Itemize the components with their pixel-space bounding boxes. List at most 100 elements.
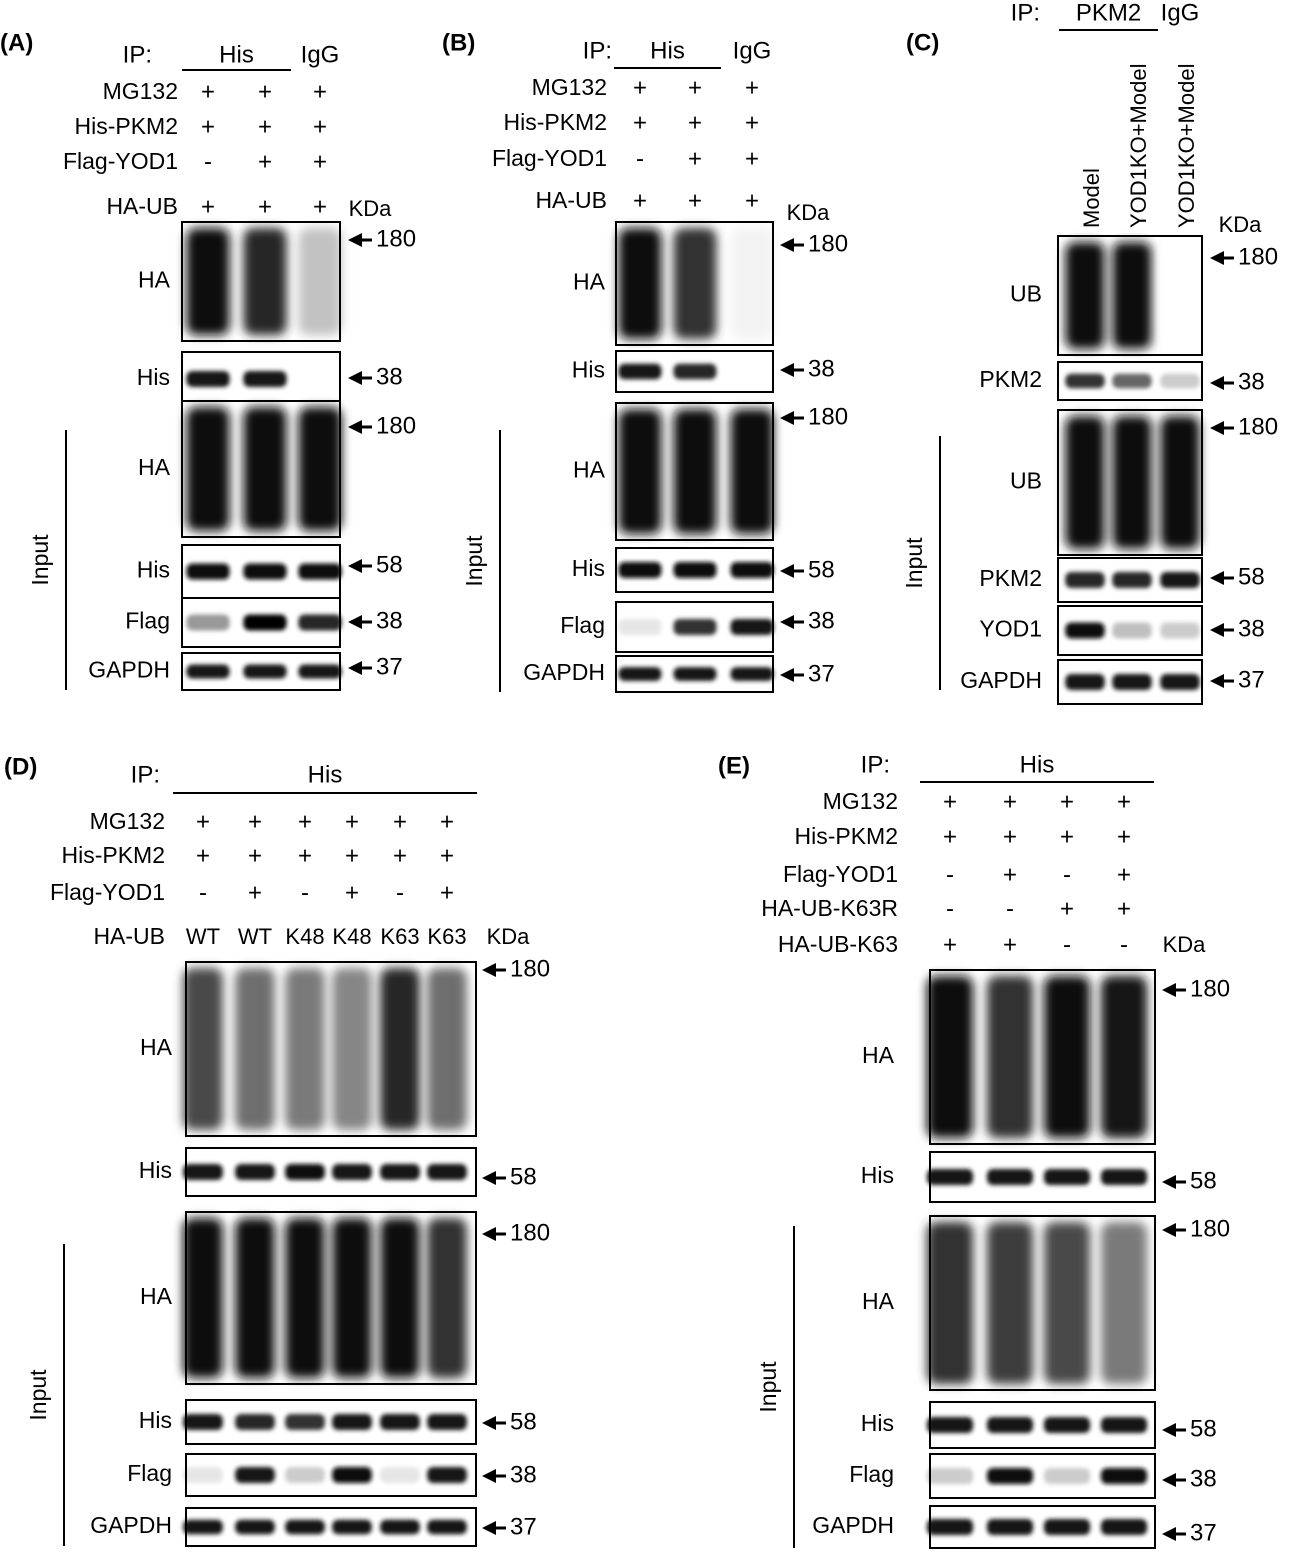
treatment-value: +: [1117, 861, 1131, 888]
treatment-value: +: [1003, 788, 1017, 815]
kda-marker: 38: [1190, 1465, 1217, 1492]
antibody-label: Flag: [849, 1461, 894, 1487]
arrowhead-icon: [1210, 376, 1224, 390]
treatment-label: HA-UB-K63: [778, 931, 898, 957]
arrowhead-icon: [1210, 623, 1224, 637]
blot-ha: HA 180: [140, 955, 550, 1137]
arrowhead-icon: [482, 1416, 496, 1430]
treatment-value: K63: [427, 924, 466, 949]
treatment-value: +: [943, 931, 957, 958]
lane-smear: [235, 968, 275, 1130]
lane-smear: [618, 409, 662, 534]
lane-band: [186, 664, 230, 679]
kda-header: KDa: [787, 200, 831, 225]
blot-his: His 38: [137, 351, 403, 407]
kda-marker: 180: [808, 403, 848, 430]
lane-band: [730, 363, 774, 380]
arrowhead-icon: [1210, 251, 1224, 265]
antibody-label: His: [572, 357, 605, 383]
lane-smear: [183, 1218, 223, 1378]
treatment-value: +: [745, 74, 759, 101]
kda-marker: 37: [1238, 666, 1265, 693]
lane-band: [618, 619, 662, 635]
treatment-label: His-PKM2: [61, 842, 165, 868]
blot-border: [1057, 361, 1203, 401]
lane-smear: [298, 228, 342, 335]
blot-border: [929, 1215, 1156, 1391]
lane-smear: [183, 968, 223, 1130]
blot-gapdh: GAPDH 37: [523, 655, 835, 693]
lane-band: [986, 1468, 1034, 1484]
lane-band: [332, 1467, 372, 1483]
treatment-value: +: [440, 842, 454, 869]
panel-d: (D) IP: His MG132 + + + + + + His-PKM2 + + + + + + Flag-Y…: [4, 753, 550, 1547]
lane-band: [618, 363, 662, 380]
blot-ha: HA 180: [138, 221, 416, 342]
treatment-label: His-PKM2: [794, 823, 898, 849]
blot-ha: HA 180: [573, 221, 848, 346]
blot-border: [185, 1211, 477, 1385]
arrowhead-icon: [780, 615, 794, 629]
kda-marker: 180: [1238, 243, 1278, 270]
lane-band: [926, 1169, 974, 1185]
lane-band: [1043, 1169, 1091, 1185]
arrowhead-icon: [1162, 1527, 1176, 1541]
lane-band: [183, 1414, 223, 1430]
kda-header: KDa: [1219, 212, 1263, 237]
lane-band: [1065, 622, 1105, 639]
antibody-label: Flag: [127, 1460, 172, 1486]
blot-border: [1057, 605, 1203, 656]
arrowhead-icon: [1162, 983, 1176, 997]
treatment-value: +: [1060, 895, 1074, 922]
arrowhead-icon: [482, 1171, 496, 1185]
antibody-label: Flag: [125, 608, 170, 634]
lane-smear: [332, 968, 372, 1130]
blot-border: [929, 1505, 1156, 1549]
lane-smear: [730, 228, 774, 339]
lane-smear: [1065, 242, 1105, 349]
treatment-value: +: [345, 808, 359, 835]
lane-band: [427, 1519, 467, 1535]
blot-border: [1057, 659, 1203, 705]
kda-marker: 180: [376, 225, 416, 252]
lane-band: [1160, 572, 1200, 588]
ip-group-label: IgG: [733, 37, 772, 64]
treatment-label: MG132: [103, 78, 178, 104]
arrowhead-icon: [482, 1227, 496, 1241]
treatment-value: +: [1060, 788, 1074, 815]
blot-flag: Flag 38: [127, 1453, 537, 1497]
treatment-value: -: [301, 879, 309, 906]
kda-marker: 58: [1190, 1167, 1217, 1194]
lane-smear: [1065, 416, 1105, 549]
antibody-label: His: [139, 1407, 172, 1433]
kda-marker: 38: [808, 607, 835, 634]
treatment-value: +: [201, 113, 215, 140]
lane-band: [1160, 674, 1200, 690]
blot-his: His 58: [861, 1401, 1217, 1449]
arrowhead-icon: [348, 615, 362, 629]
lane-band: [298, 371, 342, 387]
lane-smear: [427, 968, 467, 1130]
treatment-value: +: [440, 879, 454, 906]
blot-border: [185, 1507, 477, 1547]
blot-border: [185, 1399, 477, 1445]
antibody-label: HA: [138, 454, 171, 480]
lane-band: [183, 1519, 223, 1535]
antibody-label: His: [139, 1157, 172, 1183]
input-label: Input: [25, 1369, 51, 1421]
kda-marker: 180: [376, 412, 416, 439]
treatment-value: -: [946, 895, 954, 922]
lane-band: [986, 1169, 1034, 1185]
ip-label: IP:: [123, 41, 152, 68]
treatment-value: -: [946, 861, 954, 888]
panel-a: (A) IP: His IgG MG132 + + + His-PKM2 + + + Flag-YOD1…: [0, 29, 416, 691]
blot-ub: UB 180: [1010, 235, 1278, 356]
panel-label: (D): [4, 753, 37, 780]
ip-group-label: His: [1020, 751, 1055, 778]
ip-group-label: PKM2: [1076, 0, 1141, 26]
arrowhead-icon: [348, 661, 362, 675]
lane-band: [380, 1519, 420, 1535]
treatment-value: +: [745, 187, 759, 214]
lane-band: [427, 1467, 467, 1483]
treatment-value: +: [196, 842, 210, 869]
